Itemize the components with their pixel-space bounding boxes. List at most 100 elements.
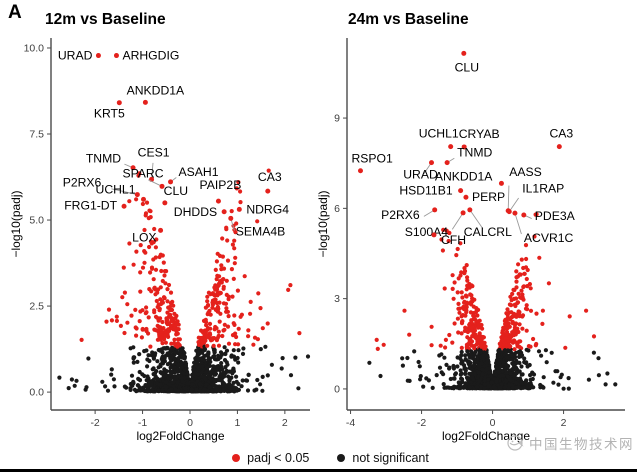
gene-label: DHDDS <box>174 205 217 219</box>
data-point <box>141 196 146 202</box>
panel-24m: 24m vs Baseline -4 -2 0 2 0 3 6 9 log2FoldChange −… <box>316 11 625 443</box>
data-point <box>221 209 227 215</box>
data-point <box>130 165 136 171</box>
plot-legend: padj < 0.05 not significant <box>12 451 637 465</box>
data-point <box>162 200 168 206</box>
gene-label: TNMD <box>86 152 121 166</box>
gene-label: CALCRL <box>464 225 512 239</box>
y-tick-label: 2.5 <box>29 301 44 313</box>
data-point <box>228 215 234 221</box>
data-point <box>463 194 469 200</box>
gene-label: IL1RAP <box>522 182 564 196</box>
data-point <box>121 203 127 209</box>
gene-label: ASAH1 <box>179 165 219 179</box>
data-point <box>512 210 518 216</box>
leader-line <box>151 162 154 180</box>
black-dot-icon <box>337 454 346 462</box>
y-tick-label: 0.0 <box>29 387 44 399</box>
data-point <box>467 207 473 213</box>
data-point <box>444 160 450 166</box>
x-tick-label: 0 <box>490 417 496 429</box>
gene-label: SEMA4B <box>236 224 285 238</box>
gene-label: P2RX6 <box>63 176 102 190</box>
gene-label: PAIP2B <box>200 178 242 192</box>
x-tick-label: 2 <box>561 417 567 429</box>
gene-label: UCHL1 <box>96 182 136 196</box>
data-point <box>448 144 454 150</box>
gene-label: CA3 <box>258 170 282 184</box>
x-tick-label: 2 <box>282 417 288 429</box>
data-point <box>458 188 464 194</box>
gene-label: FRG1-DT <box>64 198 117 212</box>
gene-label: HSD11B1 <box>399 184 453 198</box>
x-tick-label: 1 <box>235 417 241 429</box>
legend-label-not-significant: not significant <box>352 451 429 465</box>
leader-line <box>148 179 163 187</box>
data-point <box>521 212 527 218</box>
data-point <box>168 179 174 185</box>
data-point <box>432 207 438 213</box>
leader-line <box>451 212 464 230</box>
gene-label: CLU <box>164 184 188 198</box>
data-point <box>142 99 148 105</box>
y-tick-label: 6 <box>334 203 340 215</box>
data-point <box>461 144 467 150</box>
figure-panel-label: A <box>8 2 22 23</box>
gene-label: PERP <box>472 190 505 204</box>
gene-label: NDRG4 <box>246 202 289 216</box>
leader-line <box>111 188 138 196</box>
panel-title: 24m vs Baseline <box>348 11 469 28</box>
y-axis-title: −log10(padj) <box>9 190 23 257</box>
gene-label: URAD <box>403 168 438 182</box>
gene-label: KRT5 <box>94 107 125 121</box>
x-tick-label: -4 <box>346 417 355 429</box>
gene-label: ANKDD1A <box>127 83 185 97</box>
data-point <box>431 232 437 238</box>
data-point <box>236 206 242 212</box>
gene-label: RSPO1 <box>351 152 393 166</box>
data-point <box>556 144 562 150</box>
data-point <box>265 188 271 194</box>
y-tick-label: 3 <box>334 293 340 305</box>
bottom-divider <box>0 469 637 472</box>
leader-line <box>514 213 522 235</box>
panel-12m: 12m vs Baseline -2 -1 0 1 2 0.0 2.5 5.0 7.5 10.0 lo… <box>9 11 311 443</box>
gene-label: ANKDD1A <box>435 169 493 183</box>
data-point <box>461 50 467 56</box>
gene-label: CLU <box>455 60 479 74</box>
gene-label: LOX <box>132 230 156 244</box>
gene-label: AASS <box>509 165 542 179</box>
data-point <box>159 183 165 189</box>
y-tick-label: 7.5 <box>29 129 44 141</box>
gene-label: ACVR1C <box>524 231 574 245</box>
gene-label: PDE3A <box>535 209 576 223</box>
red-dot-icon <box>232 454 241 462</box>
y-tick-label: 5.0 <box>29 215 44 227</box>
data-point <box>134 192 140 198</box>
x-tick-label: -1 <box>138 417 147 429</box>
gene-label: URAD <box>58 49 93 63</box>
data-point <box>506 209 512 215</box>
gene-label: SPARC <box>122 166 163 180</box>
x-axis-title: log2FoldChange <box>136 429 224 443</box>
data-point <box>357 168 363 174</box>
gene-label: UCHL1 <box>419 127 459 141</box>
leader-line <box>507 185 510 211</box>
y-tick-label: 0 <box>334 383 340 395</box>
gene-label: S100A4 <box>405 225 449 239</box>
data-point <box>113 53 119 59</box>
scatter-points <box>367 212 618 391</box>
panel-title: 12m vs Baseline <box>45 11 166 28</box>
x-axis-title: log2FoldChange <box>442 429 530 443</box>
gene-label: ARHGDIG <box>122 49 179 63</box>
data-point <box>95 53 101 59</box>
data-point <box>460 210 466 216</box>
leader-line <box>469 209 484 229</box>
legend-item-significant: padj < 0.05 <box>232 451 309 465</box>
data-point <box>116 100 122 106</box>
gene-label: CES1 <box>138 145 170 159</box>
data-point <box>429 160 435 166</box>
